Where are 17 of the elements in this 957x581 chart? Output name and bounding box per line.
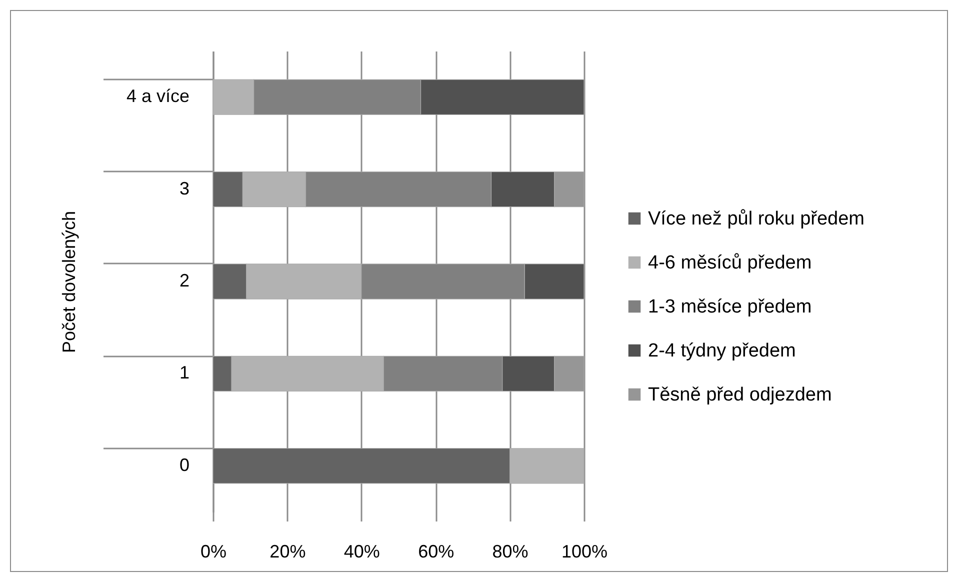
y-tick-label: 1 bbox=[179, 362, 190, 383]
legend-label: 2-4 týdny předem bbox=[648, 340, 796, 362]
y-tick-label: 3 bbox=[179, 178, 190, 198]
legend-label: 1-3 měsíce předem bbox=[648, 296, 812, 318]
x-tick-label: 0% bbox=[200, 542, 227, 562]
x-tick-label: 100% bbox=[561, 542, 608, 562]
legend-label: Těsně před odjezdem bbox=[648, 384, 832, 406]
y-axis-title: Počet dovolených bbox=[58, 210, 79, 354]
legend-label: 4-6 měsíců předem bbox=[648, 252, 812, 274]
y-tick-label: 4 a více bbox=[126, 86, 190, 106]
y-tick-label: 0 bbox=[179, 454, 190, 475]
legend-label: Více než půl roku předem bbox=[648, 208, 865, 230]
y-tick-label: 2 bbox=[179, 270, 190, 290]
x-tick-label: 80% bbox=[492, 542, 528, 562]
x-tick-label: 20% bbox=[270, 542, 306, 562]
x-tick-label: 60% bbox=[418, 542, 454, 562]
x-tick-label: 40% bbox=[344, 542, 380, 562]
